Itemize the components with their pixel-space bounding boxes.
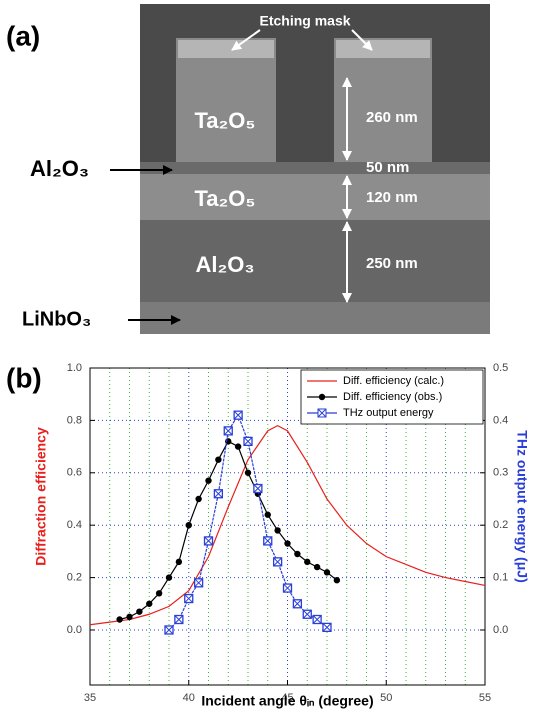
x-tick-label: 35 [84,692,96,704]
y-tick-label: 0.8 [67,414,82,426]
x-axis-label: Incident angle θᵢₙ (degree) [201,693,373,709]
annotation: Etching mask [259,13,350,29]
dimension-label: 50 nm [366,159,409,176]
data-point [234,443,242,450]
y-tick-label: 0.6 [67,467,82,479]
marker-cross [322,623,332,632]
data-point [292,599,303,609]
data-point [164,625,174,635]
data-point [312,614,322,625]
panel-label: (a) [6,20,40,51]
data-point [272,557,283,567]
data-point [302,609,312,619]
layer-label: Ta₂O₅ [194,108,255,133]
data-point [264,511,271,518]
marker-cross [164,625,174,635]
marker-cross [174,615,184,624]
data-point [323,569,331,576]
layer-label: LiNbO₃ [22,308,91,330]
legend-marker [318,393,326,401]
legend-label: Diff. efficiency (obs.) [343,391,442,403]
y-tick-label: 0.0 [67,624,82,636]
legend-marker [317,408,327,418]
data-point [175,558,183,566]
y-tick-label: 0.2 [67,571,82,583]
data-point [274,527,281,534]
data-point [126,613,133,621]
data-point [184,593,194,604]
legend-label: Diff. efficiency (calc.) [343,375,444,387]
dimension-label: 260 nm [366,109,418,126]
panel-label: (b) [6,362,42,393]
marker-cross [214,489,223,499]
data-point [203,536,214,546]
data-point [205,477,212,484]
data-point [195,495,202,503]
marker-cross [293,599,302,609]
plot-frame [89,367,486,686]
y2-tick-label: 0.2 [493,519,508,531]
marker-cross [204,536,213,546]
y-tick-label: 0.4 [67,519,82,531]
data-point [322,622,332,633]
marker-cross [253,484,263,493]
data-point [253,483,263,494]
y-tick-label: 1.0 [67,362,82,374]
data-point [193,578,204,588]
marker-cross [273,557,282,567]
chart: 35 40 45 50 55 0.0 0.2 0.4 0.6 0.8 1.0 0.0 0.1 0.2 0.3… [33,362,531,709]
data-point [244,469,252,476]
data-point [243,436,253,447]
marker-cross [243,437,253,446]
layer-label: Ta₂O₅ [194,186,255,211]
data-point [116,616,123,623]
dimension-label: 250 nm [366,255,418,272]
x-tick-label: 55 [479,692,491,704]
data-point [185,521,192,529]
sem-image [110,4,490,334]
data-point [215,456,222,463]
marker-cross [223,426,233,436]
data-point [213,489,224,499]
data-point [284,540,291,547]
layer-label: Al₂O₃ [30,156,89,181]
x-tick-label: 50 [380,692,392,704]
marker-cross [233,410,243,420]
data-point [146,600,153,607]
data-point [155,590,163,597]
marker-cross [263,536,273,546]
data-point [333,577,341,584]
marker-cross [184,594,194,603]
y2-tick-label: 0.1 [493,571,508,583]
series-line [89,424,486,626]
x-tick-label: 45 [281,692,293,704]
y2-tick-label: 0.5 [493,362,508,374]
data-point [263,536,273,546]
y2-tick-label: 0.4 [493,414,508,426]
layer-label: Al₂O₃ [195,252,254,277]
marker-cross [194,578,203,588]
y-axis-label: Diffraction efficiency [33,427,49,566]
legend-label: THz output energy [343,407,434,419]
x-tick-label: 40 [183,692,195,704]
data-point [174,614,184,625]
dimension-label: 120 nm [366,189,418,206]
y2-tick-label: 0.0 [493,624,508,636]
y2-axis-label: THz output energy (μJ) [514,430,530,582]
y2-tick-label: 0.3 [493,467,508,479]
data-point [233,410,243,420]
data-point [165,574,173,581]
marker-cross [302,609,312,619]
marker-cross [283,583,292,593]
marker-cross [312,615,322,624]
data-point [136,608,143,615]
data-point [294,550,301,558]
data-point [304,558,311,566]
data-point [282,583,293,593]
data-point [223,426,233,436]
data-point [313,563,321,571]
